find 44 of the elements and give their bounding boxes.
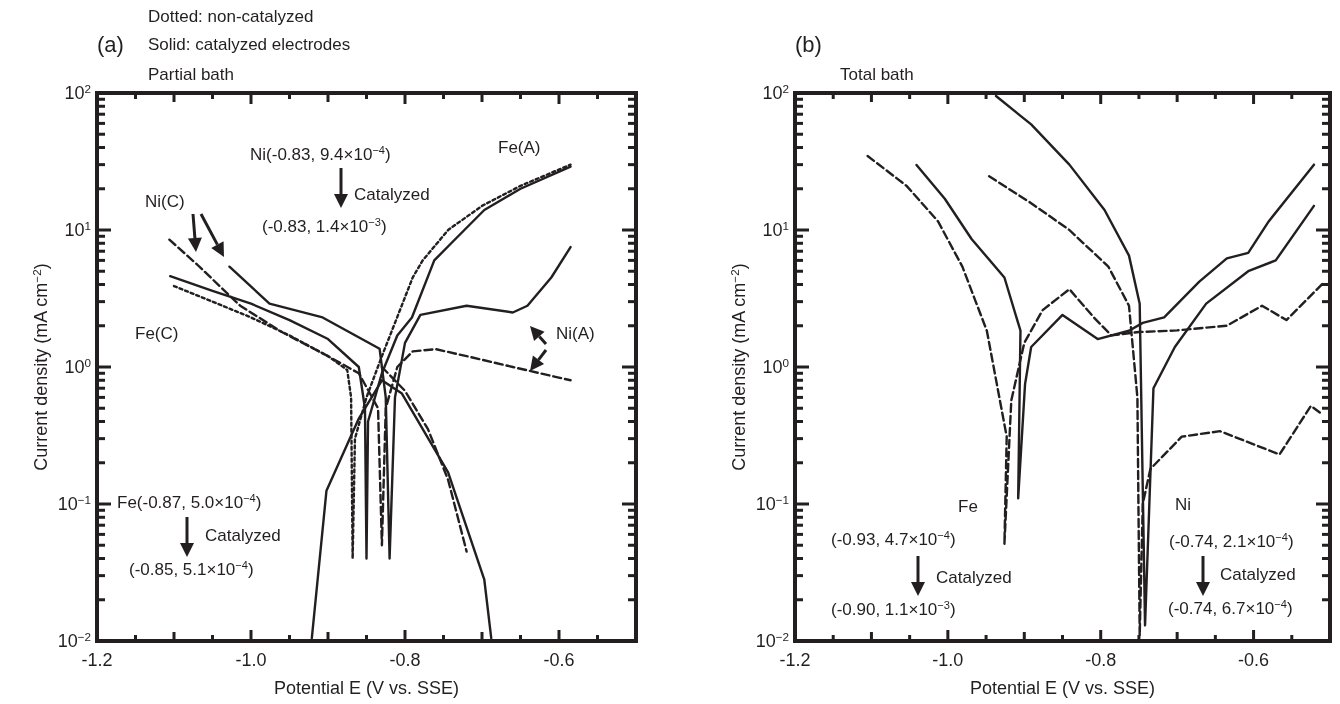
x-tick-label: -1.2 <box>779 650 811 670</box>
y-tick-label: 10$^{2}$ <box>762 81 789 103</box>
y-tick-label: 10$^{0}$ <box>64 355 92 377</box>
x-axis-title: Potential E (V vs. SSE) <box>969 678 1156 698</box>
annotation: Fe(-0.87, 5.0×10$^{−4}$) <box>117 492 262 512</box>
text: Solid: catalyzed electrodes <box>148 35 351 54</box>
x-tick-label: -0.8 <box>389 650 421 670</box>
annotation: (-0.90, 1.1×10$^{−3}$) <box>831 599 956 619</box>
annotation: Catalyzed <box>354 185 430 204</box>
annotation: Fe(C) <box>135 324 179 343</box>
x-tick-label: -0.6 <box>1238 650 1270 670</box>
chart-subtitle: Partial bath <box>148 65 234 84</box>
annotation: (-0.83, 1.4×10$^{−3}$) <box>262 216 387 236</box>
annotation: Ni <box>1175 495 1192 514</box>
chart-title: (b) <box>795 32 822 57</box>
y-tick-label: 10$^{−1}$ <box>57 492 91 514</box>
y-tick-label: 10$^{1}$ <box>64 218 91 240</box>
annotation: Catalyzed <box>936 568 1012 587</box>
x-tick-label: -1.2 <box>81 650 113 670</box>
annotation: (-0.85, 5.1×10$^{−4}$) <box>129 559 254 579</box>
y-tick-label: 10$^{0}$ <box>762 355 790 377</box>
annotation: (-0.74, 2.1×10$^{−4}$) <box>1169 531 1294 551</box>
annotation: Catalyzed <box>1220 565 1296 584</box>
annotation: (-0.74, 6.7×10$^{−4}$) <box>1168 598 1293 618</box>
annotation: Catalyzed <box>205 526 281 545</box>
annotation: Ni(A) <box>556 324 595 343</box>
text: Dotted: non-catalyzed <box>148 7 314 26</box>
annotation: Ni(-0.83, 9.4×10$^{−4}$) <box>250 144 391 164</box>
x-tick-label: -1.0 <box>235 650 267 670</box>
x-axis-title: Potential E (V vs. SSE) <box>273 678 460 698</box>
annotation: Fe(A) <box>498 138 541 157</box>
chart-subtitle: Total bath <box>840 65 914 84</box>
x-tick-label: -1.0 <box>932 650 964 670</box>
y-tick-label: 10$^{1}$ <box>762 218 789 240</box>
annotation: Ni(C) <box>145 192 185 211</box>
y-tick-label: 10$^{−1}$ <box>755 492 789 514</box>
y-tick-label: 10$^{−2}$ <box>57 629 91 651</box>
chart-title: (a) <box>97 32 124 57</box>
y-tick-label: 10$^{2}$ <box>64 81 91 103</box>
annotation: (-0.93, 4.7×10$^{−4}$) <box>831 529 956 549</box>
annotation: Fe <box>958 497 978 516</box>
x-tick-label: -0.8 <box>1085 650 1117 670</box>
x-tick-label: -0.6 <box>543 650 575 670</box>
y-tick-label: 10$^{−2}$ <box>755 629 789 651</box>
